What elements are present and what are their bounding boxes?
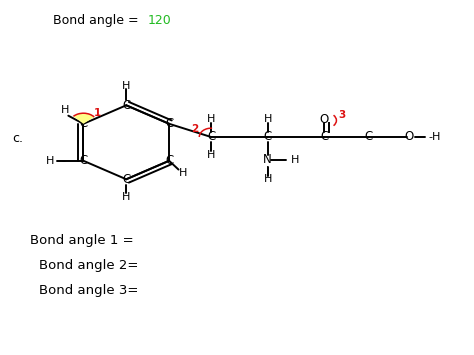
Text: C: C [165,117,173,130]
Text: |: | [266,165,269,176]
Text: C: C [320,131,328,143]
Text: O: O [404,131,414,143]
Text: H: H [264,114,272,124]
Text: -: - [428,132,432,142]
Text: C: C [165,154,173,167]
Text: N: N [263,153,272,166]
Text: H: H [207,114,215,124]
Text: H: H [122,192,130,202]
Text: C: C [264,131,272,143]
Text: C: C [122,99,130,112]
Text: C: C [365,131,373,143]
Text: H: H [46,156,55,166]
Text: -: - [61,156,65,166]
Text: H: H [122,81,130,91]
Text: H: H [264,174,272,184]
Text: H: H [207,149,215,160]
Text: Bond angle =: Bond angle = [53,14,143,27]
Text: H: H [179,168,187,178]
Text: O: O [319,113,329,126]
Text: 1: 1 [94,108,101,118]
Text: C: C [79,117,88,130]
Wedge shape [73,113,94,124]
Text: 2: 2 [191,124,198,134]
Text: 3: 3 [338,110,346,120]
Text: H: H [432,132,440,142]
Text: H: H [291,155,300,165]
Text: C: C [207,131,215,143]
Text: Bond angle 2=: Bond angle 2= [39,259,138,272]
Text: c.: c. [12,132,23,145]
Text: Bond angle 1 =: Bond angle 1 = [30,234,133,247]
Text: H: H [60,105,69,115]
Text: C: C [122,173,130,186]
Text: C: C [79,154,88,167]
Text: Bond angle 3=: Bond angle 3= [39,284,138,297]
Text: 120: 120 [147,14,171,27]
